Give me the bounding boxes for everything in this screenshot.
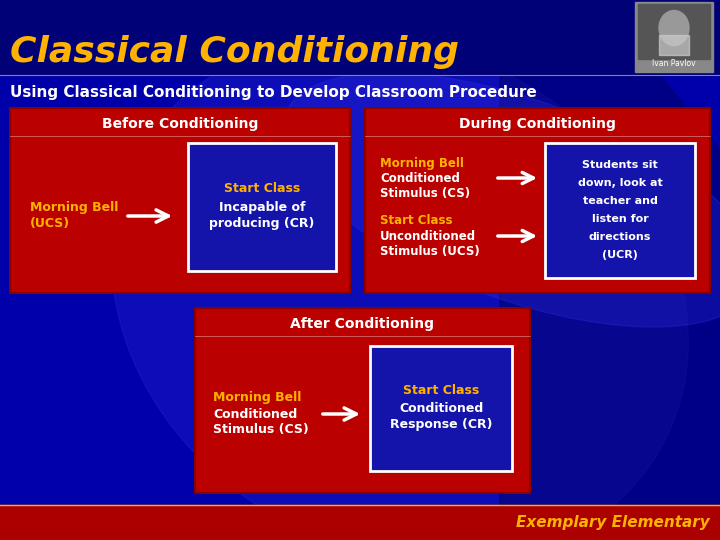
- Text: Incapable of: Incapable of: [219, 200, 305, 213]
- Ellipse shape: [282, 73, 720, 327]
- Bar: [365, 108, 710, 293]
- Text: Stimulus (CS): Stimulus (CS): [380, 186, 470, 199]
- Ellipse shape: [659, 10, 689, 45]
- Text: Conditioned: Conditioned: [380, 172, 460, 185]
- Bar: [10, 108, 350, 293]
- Text: Ivan Pavlov: Ivan Pavlov: [652, 58, 696, 68]
- Text: Start Class: Start Class: [380, 214, 452, 227]
- Text: During Conditioning: During Conditioning: [459, 117, 616, 131]
- Text: directions: directions: [589, 232, 651, 242]
- Text: Classical Conditioning: Classical Conditioning: [10, 35, 459, 69]
- Text: Conditioned: Conditioned: [399, 402, 483, 415]
- Text: Using Classical Conditioning to Develop Classroom Procedure: Using Classical Conditioning to Develop …: [10, 85, 536, 100]
- Text: producing (CR): producing (CR): [210, 217, 315, 230]
- Bar: [0, 505, 720, 540]
- Bar: [638, 4, 710, 59]
- Text: Start Class: Start Class: [224, 183, 300, 195]
- Text: (UCS): (UCS): [30, 218, 70, 231]
- Text: Morning Bell: Morning Bell: [213, 392, 302, 404]
- Text: Stimulus (CS): Stimulus (CS): [213, 423, 309, 436]
- Bar: [635, 2, 713, 72]
- Text: Morning Bell: Morning Bell: [30, 201, 118, 214]
- Text: down, look at: down, look at: [577, 178, 662, 188]
- Text: Stimulus (UCS): Stimulus (UCS): [380, 245, 480, 258]
- Text: Response (CR): Response (CR): [390, 418, 492, 431]
- Ellipse shape: [112, 37, 688, 540]
- Bar: [659, 35, 689, 55]
- Text: Start Class: Start Class: [403, 384, 479, 397]
- Polygon shape: [500, 0, 720, 540]
- Bar: [370, 346, 512, 471]
- Text: Conditioned: Conditioned: [213, 408, 297, 421]
- Text: Morning Bell: Morning Bell: [380, 157, 464, 170]
- Text: After Conditioning: After Conditioning: [290, 317, 434, 331]
- Text: Students sit: Students sit: [582, 160, 658, 170]
- Text: Before Conditioning: Before Conditioning: [102, 117, 258, 131]
- Text: Exemplary Elementary: Exemplary Elementary: [516, 515, 710, 530]
- Bar: [545, 143, 695, 278]
- Text: (UCR): (UCR): [602, 250, 638, 260]
- Bar: [0, 0, 720, 75]
- Text: teacher and: teacher and: [582, 196, 657, 206]
- Bar: [188, 143, 336, 271]
- Text: listen for: listen for: [592, 214, 649, 224]
- Text: Unconditioned: Unconditioned: [380, 230, 476, 242]
- Bar: [195, 308, 530, 493]
